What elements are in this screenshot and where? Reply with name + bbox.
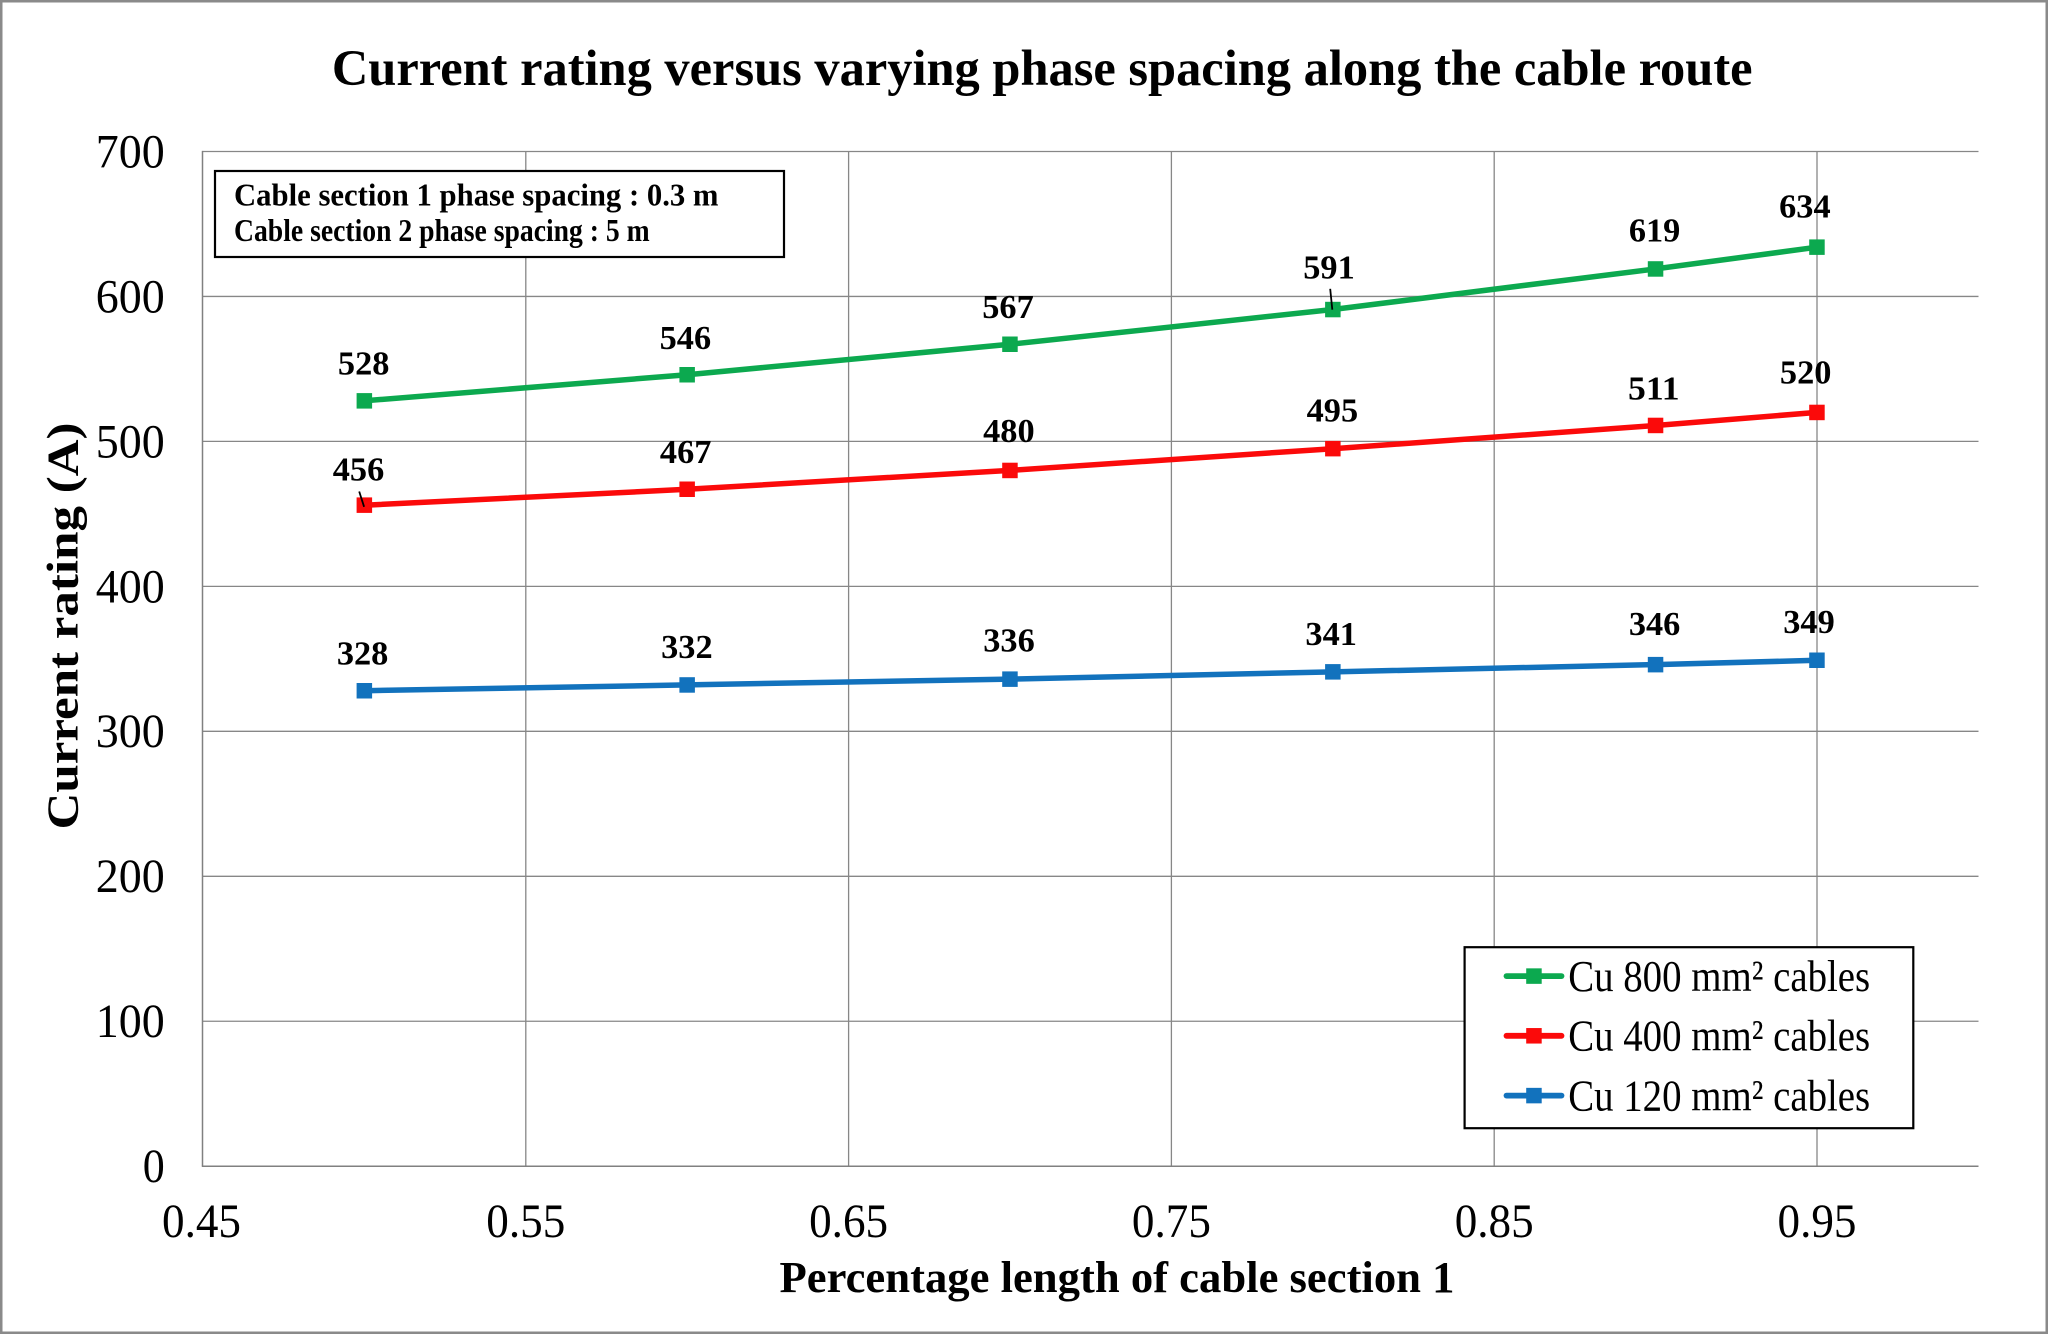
svg-text:341: 341: [1305, 616, 1357, 653]
svg-text:349: 349: [1783, 604, 1835, 641]
svg-text:Current rating (A): Current rating (A): [38, 423, 88, 830]
svg-text:0.95: 0.95: [1778, 1196, 1857, 1248]
svg-text:Cu 120 mm² cables: Cu 120 mm² cables: [1568, 1070, 1870, 1120]
svg-text:500: 500: [96, 416, 165, 468]
svg-text:0: 0: [143, 1141, 165, 1193]
svg-text:336: 336: [983, 623, 1035, 660]
svg-text:567: 567: [982, 289, 1034, 326]
svg-text:Cable section 2 phase spacing: Cable section 2 phase spacing : 5 m: [234, 212, 650, 248]
svg-text:300: 300: [96, 706, 165, 758]
svg-text:Cu 400 mm² cables: Cu 400 mm² cables: [1568, 1011, 1870, 1061]
svg-text:591: 591: [1303, 250, 1355, 287]
svg-text:456: 456: [333, 451, 385, 488]
svg-text:700: 700: [96, 126, 165, 178]
svg-text:Percentage length of cable sec: Percentage length of cable section 1: [780, 1252, 1455, 1302]
svg-text:328: 328: [337, 636, 389, 673]
svg-text:546: 546: [660, 320, 712, 357]
svg-text:480: 480: [983, 413, 1035, 450]
svg-text:634: 634: [1779, 189, 1831, 226]
svg-text:0.65: 0.65: [809, 1196, 888, 1248]
svg-text:Current rating versus varying: Current rating versus varying phase spac…: [332, 41, 1753, 97]
svg-text:0.55: 0.55: [486, 1196, 565, 1248]
svg-text:619: 619: [1629, 212, 1681, 249]
svg-text:Cable section 1 phase spacing: Cable section 1 phase spacing : 0.3 m: [234, 177, 719, 213]
svg-text:0.45: 0.45: [162, 1196, 241, 1248]
svg-text:0.75: 0.75: [1132, 1196, 1211, 1248]
svg-text:0.85: 0.85: [1455, 1196, 1534, 1248]
svg-text:511: 511: [1628, 370, 1680, 407]
svg-text:467: 467: [660, 434, 712, 471]
svg-text:346: 346: [1629, 606, 1681, 643]
svg-text:495: 495: [1307, 393, 1359, 430]
svg-text:332: 332: [661, 629, 713, 666]
svg-text:520: 520: [1780, 355, 1832, 392]
svg-text:100: 100: [96, 996, 165, 1048]
svg-text:400: 400: [96, 561, 165, 613]
svg-text:528: 528: [338, 346, 390, 383]
svg-text:200: 200: [96, 851, 165, 903]
svg-text:600: 600: [96, 271, 165, 323]
svg-text:Cu 800 mm² cables: Cu 800 mm² cables: [1568, 951, 1870, 1001]
